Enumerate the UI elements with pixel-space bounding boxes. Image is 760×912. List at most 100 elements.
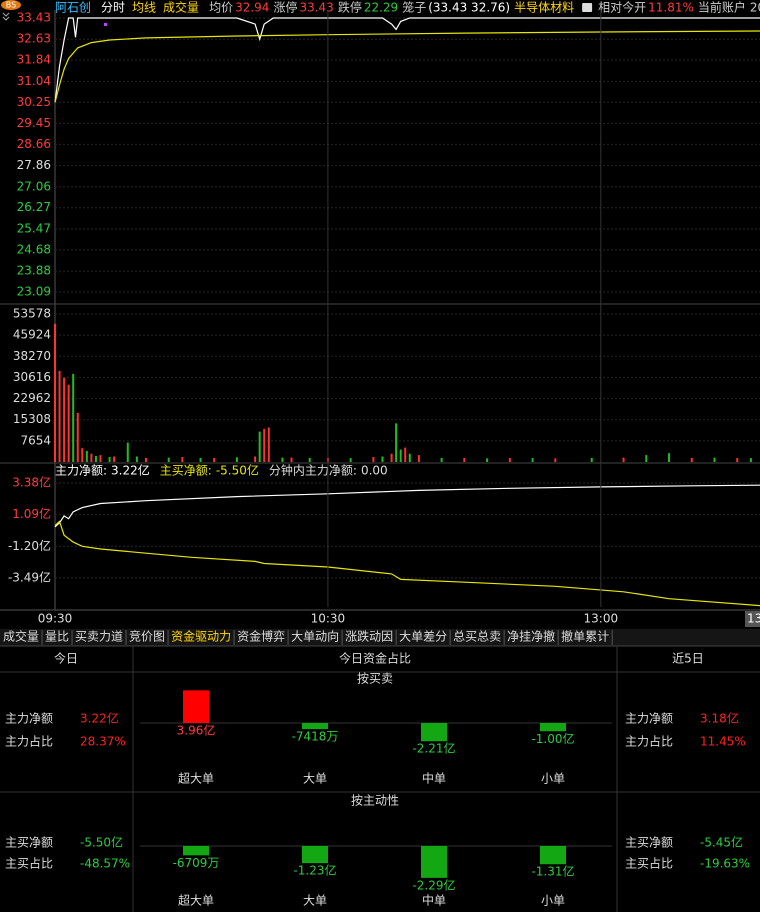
volume-bar [390,453,393,462]
volume-bar [85,450,88,462]
bar-value-label: 3.96亿 [177,723,216,738]
metric-label: 主买占比 [625,856,673,871]
y-tick-label: 1.09亿 [12,506,51,521]
line-series [54,484,760,528]
header-text: 相对今开 [598,0,646,15]
tab[interactable]: 大单动向 [291,629,339,644]
volume-bar [749,458,752,462]
bar-category: 超大单 [178,893,214,908]
header-text: 跌停 [338,0,362,15]
tab[interactable]: 资金博弈 [237,629,285,644]
volume-bar [72,373,75,462]
flow-bar [302,846,328,864]
bar-value-label: -2.29亿 [412,877,455,892]
y-tick-label: -3.49亿 [8,569,51,584]
tab[interactable]: 涨跌动因 [345,629,393,644]
volume-bar [67,384,70,462]
y-tick-label: 29.45 [17,116,51,130]
header-text: 32.94 [235,1,269,15]
volume-bar [94,455,97,462]
y-tick-label: 15308 [13,412,51,426]
line-series [54,520,760,607]
y-tick-label: 27.86 [17,158,51,172]
metric-value: -48.57% [80,857,130,871]
section-title: 按买卖 [357,672,393,686]
metric-label: 主力占比 [625,734,673,749]
metric-label: 主力净额 [5,712,53,726]
y-tick-label: 45924 [13,328,51,342]
volume-bar [263,428,266,462]
bar-category: 大单 [303,894,327,908]
header-text[interactable]: 成交量 [163,0,199,15]
volume-bar [99,455,102,462]
bar-value-label: -7418万 [292,730,339,744]
bar-category: 中单 [422,893,446,908]
bar-category: 大单 [303,772,327,786]
header-text: 半导体材料 [514,1,574,15]
tab[interactable]: 撤单累计 [561,629,609,644]
metric-label: 主买占比 [5,856,53,871]
header-text: (33.43 32.76) [428,1,510,15]
volume-bar [181,457,184,462]
legend-value: -5.50亿 [216,463,259,478]
y-tick-label: 31.04 [17,74,51,88]
y-tick-label: 22962 [13,391,51,405]
header-text[interactable]: 阿石创 [55,1,91,15]
volume-bar [372,457,375,462]
tab[interactable]: 买卖力道 [75,630,123,644]
x-tick-label: 13:00 [584,612,619,626]
volume-bar [590,457,593,462]
flow-bar [302,723,328,730]
volume-bar [254,456,257,462]
tab[interactable]: 竞价图 [129,630,165,644]
volume-bar [736,458,739,462]
header-text: 当前账户 [698,0,746,15]
metric-value: 28.37% [80,735,126,749]
volume-bar [290,457,293,462]
volume-bar [308,457,311,462]
volume-bar [144,457,147,462]
y-tick-label: 30616 [13,370,51,384]
metric-label: 主买净额 [625,836,673,850]
volume-bar [213,457,216,462]
bar-category: 小单 [541,772,565,786]
y-tick-label: 24.68 [17,242,51,256]
tab[interactable]: 成交量 [3,629,39,644]
tab[interactable]: 大单差分 [399,630,447,644]
flow-bar [183,690,209,723]
tab[interactable]: 总买总卖 [453,630,501,644]
legend-label: 分钟内主力净额: [269,463,357,478]
tab[interactable]: 资金驱动力 [171,629,231,644]
y-tick-label: 25.47 [17,221,51,235]
collapse-icon[interactable] [2,12,10,21]
bar-value-label: -2.21亿 [412,741,455,756]
volume-bar [63,377,66,462]
bs-icon[interactable] [1,0,21,10]
volume-bar [463,457,466,462]
volume-bar [622,457,625,462]
volume-bar [54,323,56,462]
volume-bar [199,457,202,462]
header-text: 笼子 [402,0,426,15]
bar-value-label: -6709万 [173,856,220,870]
header-text[interactable]: 分时 [101,1,125,15]
column-header: 今日 [54,651,78,666]
y-tick-label: 28.66 [17,137,51,151]
tab[interactable]: 量比 [45,630,69,644]
camera-icon[interactable] [582,3,593,12]
metric-value: 11.45% [700,735,746,749]
tab[interactable]: 净挂净撤 [507,629,555,644]
bar-value-label: -1.00亿 [531,731,574,746]
volume-bar [349,458,352,462]
header-text: 22.29 [364,1,398,15]
volume-bar [399,449,402,462]
header-text: 11.81% [648,1,694,15]
volume-bar [235,457,238,462]
flow-bar [421,846,447,878]
metric-value: -5.50亿 [80,835,123,850]
header-text[interactable]: 均线 [132,1,156,15]
volume-bar [554,458,557,462]
x-tick-label: 10:30 [311,612,346,626]
line-series [54,17,760,103]
